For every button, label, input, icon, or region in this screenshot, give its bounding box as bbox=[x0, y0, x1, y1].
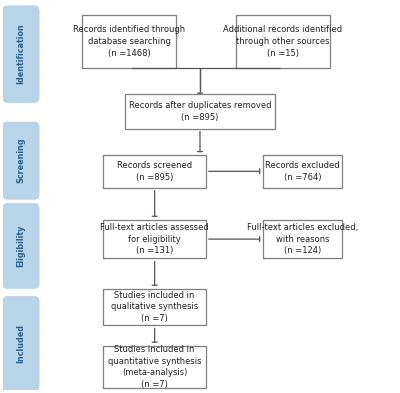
FancyBboxPatch shape bbox=[236, 15, 330, 68]
Text: Records screened: Records screened bbox=[117, 161, 192, 170]
Text: (n =7): (n =7) bbox=[141, 380, 168, 389]
Text: qualitative synthesis: qualitative synthesis bbox=[111, 303, 198, 311]
FancyBboxPatch shape bbox=[3, 6, 39, 102]
FancyBboxPatch shape bbox=[263, 220, 342, 259]
FancyBboxPatch shape bbox=[103, 220, 206, 259]
Text: (n =15): (n =15) bbox=[267, 49, 299, 58]
Text: quantitative synthesis: quantitative synthesis bbox=[108, 357, 201, 365]
Text: Records excluded: Records excluded bbox=[265, 161, 340, 170]
Text: (n =124): (n =124) bbox=[284, 246, 321, 255]
Text: (n =895): (n =895) bbox=[136, 173, 173, 182]
Text: Additional records identified: Additional records identified bbox=[223, 26, 342, 35]
FancyBboxPatch shape bbox=[125, 94, 275, 129]
FancyBboxPatch shape bbox=[82, 15, 176, 68]
Text: with reasons: with reasons bbox=[276, 235, 329, 244]
Text: Full-text articles excluded,: Full-text articles excluded, bbox=[247, 223, 358, 232]
Text: (n =1468): (n =1468) bbox=[108, 49, 150, 58]
Text: Studies included in: Studies included in bbox=[114, 345, 195, 354]
FancyBboxPatch shape bbox=[3, 204, 39, 288]
FancyBboxPatch shape bbox=[103, 346, 206, 388]
FancyBboxPatch shape bbox=[3, 296, 39, 391]
Text: Records identified through: Records identified through bbox=[73, 26, 185, 35]
Text: (n =895): (n =895) bbox=[181, 112, 219, 121]
Text: (n =7): (n =7) bbox=[141, 314, 168, 323]
Text: Records after duplicates removed: Records after duplicates removed bbox=[129, 101, 271, 110]
FancyBboxPatch shape bbox=[263, 155, 342, 188]
Text: through other sources: through other sources bbox=[236, 37, 330, 46]
FancyBboxPatch shape bbox=[103, 155, 206, 188]
Text: Screening: Screening bbox=[16, 138, 26, 184]
Text: Full-text articles assessed: Full-text articles assessed bbox=[100, 223, 209, 232]
Text: (meta-analysis): (meta-analysis) bbox=[122, 368, 187, 377]
Text: database searching: database searching bbox=[88, 37, 170, 46]
FancyBboxPatch shape bbox=[3, 122, 39, 199]
Text: for eligibility: for eligibility bbox=[128, 235, 181, 244]
Text: Studies included in: Studies included in bbox=[114, 291, 195, 300]
Text: (n =131): (n =131) bbox=[136, 246, 173, 255]
Text: Identification: Identification bbox=[16, 24, 26, 84]
FancyBboxPatch shape bbox=[103, 288, 206, 325]
Text: (n =764): (n =764) bbox=[284, 173, 321, 182]
Text: Eligibility: Eligibility bbox=[16, 225, 26, 267]
Text: Included: Included bbox=[16, 324, 26, 363]
